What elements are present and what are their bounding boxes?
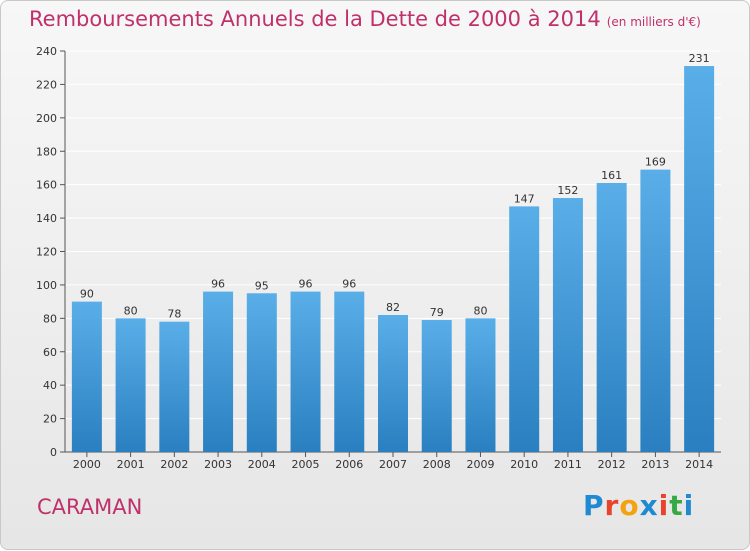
data-label-2006: 96 — [342, 278, 356, 291]
x-tick-label-2014: 2014 — [685, 458, 713, 471]
y-tick-label: 240 — [36, 45, 57, 58]
logo-letter: P — [583, 489, 605, 522]
data-label-2004: 95 — [255, 279, 269, 292]
bar-2002 — [159, 321, 190, 452]
bar-2000 — [71, 301, 102, 452]
data-label-2010: 147 — [514, 192, 535, 205]
bars — [71, 66, 715, 453]
data-label-2005: 96 — [299, 278, 313, 291]
data-label-2013: 169 — [645, 156, 666, 169]
logo-letter: x — [639, 489, 659, 522]
y-tick-label: 200 — [36, 112, 57, 125]
chart-title: Remboursements Annuels de la Dette de 20… — [29, 7, 701, 31]
y-tick-label: 80 — [43, 312, 57, 325]
logo-letter: r — [604, 489, 620, 522]
bar-2006 — [334, 291, 365, 452]
x-tick-label-2004: 2004 — [248, 458, 276, 471]
x-tick-label-2007: 2007 — [379, 458, 407, 471]
y-tick-label: 160 — [36, 179, 57, 192]
y-tick-label: 140 — [36, 212, 57, 225]
y-tick-label: 0 — [50, 446, 57, 459]
data-label-2008: 79 — [430, 306, 444, 319]
data-label-2002: 78 — [167, 308, 181, 321]
x-tick-label-2005: 2005 — [292, 458, 320, 471]
x-tick-label-2008: 2008 — [423, 458, 451, 471]
y-tick-label: 220 — [36, 78, 57, 91]
x-tick-label-2006: 2006 — [335, 458, 363, 471]
bar-2012 — [596, 182, 627, 452]
logo-letter: i — [683, 489, 695, 522]
data-label-2001: 80 — [124, 304, 138, 317]
data-label-2011: 152 — [557, 184, 578, 197]
data-label-2009: 80 — [473, 304, 487, 317]
x-tick-label-2002: 2002 — [160, 458, 188, 471]
y-tick-label: 120 — [36, 246, 57, 259]
x-tick-label-2001: 2001 — [117, 458, 145, 471]
bar-2001 — [115, 318, 146, 452]
x-tick-label-2013: 2013 — [641, 458, 669, 471]
bar-2010 — [509, 206, 540, 452]
logo-letter: i — [658, 489, 670, 522]
logo-letter: o — [619, 489, 640, 522]
bar-2007 — [378, 314, 408, 452]
bar-2004 — [246, 293, 277, 452]
unit-note: (en milliers d'€) — [606, 15, 701, 29]
data-label-2007: 82 — [386, 301, 400, 314]
data-label-2012: 161 — [601, 169, 622, 182]
commune-name: CARAMAN — [37, 495, 143, 519]
x-tick-label-2003: 2003 — [204, 458, 232, 471]
proxiti-logo[interactable]: Proxiti — [583, 489, 694, 522]
y-tick-label: 100 — [36, 279, 57, 292]
bar-2013 — [640, 169, 671, 453]
bar-2003 — [203, 291, 234, 452]
bar-2005 — [290, 291, 321, 452]
bar-2011 — [552, 198, 583, 452]
chart-title-text: Remboursements Annuels de la Dette de 20… — [29, 7, 601, 31]
y-tick-label: 180 — [36, 145, 57, 158]
axes: 0 20 40 60 80 100 120 140 160 180 200 220 240 2000 200… — [36, 45, 721, 471]
bar-2008 — [421, 320, 452, 452]
data-label-2000: 90 — [80, 288, 94, 301]
data-label-2003: 96 — [211, 278, 225, 291]
bar-2009 — [465, 318, 496, 452]
x-tick-label-2011: 2011 — [554, 458, 582, 471]
data-labels: 90 80 78 96 95 96 96 82 79 80 147 152 161 169 231 — [80, 52, 710, 321]
bar-2014 — [684, 66, 715, 452]
y-tick-label: 60 — [43, 346, 57, 359]
x-tick-label-2009: 2009 — [466, 458, 494, 471]
logo-letter: t — [669, 489, 684, 522]
y-tick-label: 40 — [43, 379, 57, 392]
x-tick-label-2012: 2012 — [598, 458, 626, 471]
x-tick-label-2010: 2010 — [510, 458, 538, 471]
data-label-2014: 231 — [689, 52, 710, 65]
x-tick-label-2000: 2000 — [73, 458, 101, 471]
y-tick-label: 20 — [43, 413, 57, 426]
